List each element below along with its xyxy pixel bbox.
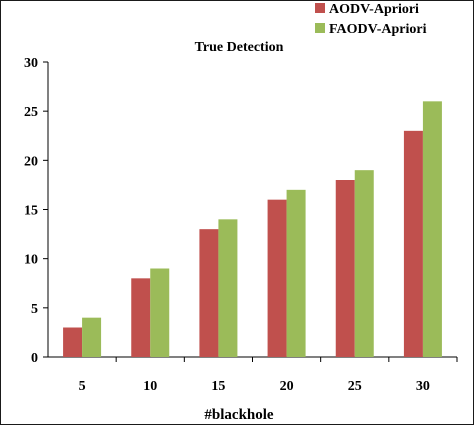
x-tick-label: 5: [79, 379, 86, 394]
x-tick-label: 15: [211, 379, 225, 394]
bar-aodv-apriori-5: [63, 327, 83, 357]
bar-faodv-apriori-25: [354, 170, 374, 357]
y-tick-label: 15: [24, 204, 38, 219]
x-axis-label: #blackhole: [204, 407, 274, 423]
y-tick-label: 5: [31, 302, 38, 317]
y-axis-ticks: 0 5 10 15 20 25 30: [24, 56, 48, 366]
x-tick-label: 25: [348, 379, 362, 394]
bar-faodv-apriori-5: [82, 317, 102, 357]
bar-aodv-apriori-10: [131, 278, 151, 357]
bar-aodv-apriori-30: [403, 130, 423, 357]
y-tick-label: 20: [24, 154, 38, 169]
y-tick-label: 25: [24, 105, 38, 120]
bar-aodv-apriori-25: [335, 180, 355, 357]
axes: [47, 62, 457, 358]
legend-swatch: [315, 23, 325, 33]
bar-aodv-apriori-20: [267, 199, 287, 357]
bar-faodv-apriori-10: [150, 268, 170, 357]
legend-label: AODV-Apriori: [329, 2, 419, 17]
legend-swatch: [315, 3, 325, 13]
legend: AODV-Apriori FAODV-Apriori: [315, 2, 427, 37]
legend-label: FAODV-Apriori: [329, 22, 427, 37]
bars: [63, 101, 442, 357]
x-tick-label: 20: [280, 379, 294, 394]
bar-aodv-apriori-15: [199, 229, 219, 357]
y-tick-label: 0: [31, 351, 38, 366]
bar-faodv-apriori-30: [422, 101, 442, 357]
bar-faodv-apriori-20: [286, 189, 306, 357]
bar-faodv-apriori-15: [218, 219, 238, 357]
y-tick-label: 30: [24, 56, 38, 71]
x-tick-label: 30: [416, 379, 430, 394]
y-tick-label: 10: [24, 253, 38, 268]
x-tick-label: 10: [143, 379, 157, 394]
chart-title: True Detection: [195, 40, 284, 55]
x-axis-ticks: 5 10 15 20 25 30: [79, 357, 458, 394]
